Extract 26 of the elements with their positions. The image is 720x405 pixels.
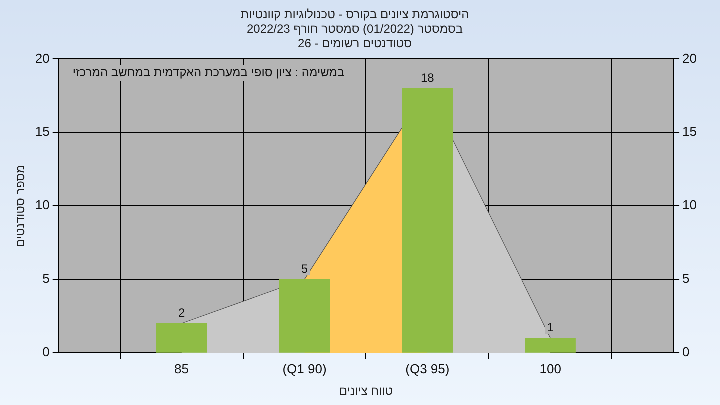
x-tick-label: 100 bbox=[540, 361, 562, 376]
y-tick-label: 20 bbox=[35, 50, 50, 66]
x-tick-label: 85 bbox=[174, 361, 190, 376]
bar bbox=[156, 323, 208, 353]
annotation: במשימה : ציון סופי במערכת האקדמית במחשב המרכזי bbox=[72, 66, 345, 80]
data-label: 5 bbox=[301, 262, 308, 276]
y2-tick-label: 5 bbox=[682, 271, 690, 286]
data-label: 2 bbox=[178, 306, 186, 320]
y2-tick-label: 20 bbox=[682, 50, 698, 66]
bar bbox=[279, 279, 330, 353]
chart-title: היסטוגרמת ציונים בקורס - טכנולוגיות קוונטיות bbox=[240, 8, 470, 22]
y-tick-label: 15 bbox=[35, 124, 50, 140]
chart-subtitle: בסמסטר (01/2022) סמסטר חורף 2022/23 סטודנטים רשומים - 26 bbox=[246, 22, 464, 50]
bar bbox=[525, 338, 576, 353]
data-label: 18 bbox=[420, 70, 435, 85]
y-axis-title: מספר סטודנטים bbox=[14, 165, 28, 248]
data-label: 1 bbox=[547, 320, 554, 335]
y2-tick-label: 10 bbox=[682, 198, 698, 213]
x-tick-label: (Q1 90) bbox=[282, 361, 327, 376]
x-tick-label: (Q3 95) bbox=[406, 361, 450, 376]
x-axis-title: טווח ציונים bbox=[339, 384, 394, 398]
y2-tick-label: 15 bbox=[682, 124, 698, 140]
y-tick-label: 10 bbox=[35, 198, 50, 213]
y2-tick-label: 0 bbox=[682, 344, 690, 360]
y-tick-label: 5 bbox=[42, 271, 50, 286]
y-tick-label: 0 bbox=[42, 344, 50, 360]
